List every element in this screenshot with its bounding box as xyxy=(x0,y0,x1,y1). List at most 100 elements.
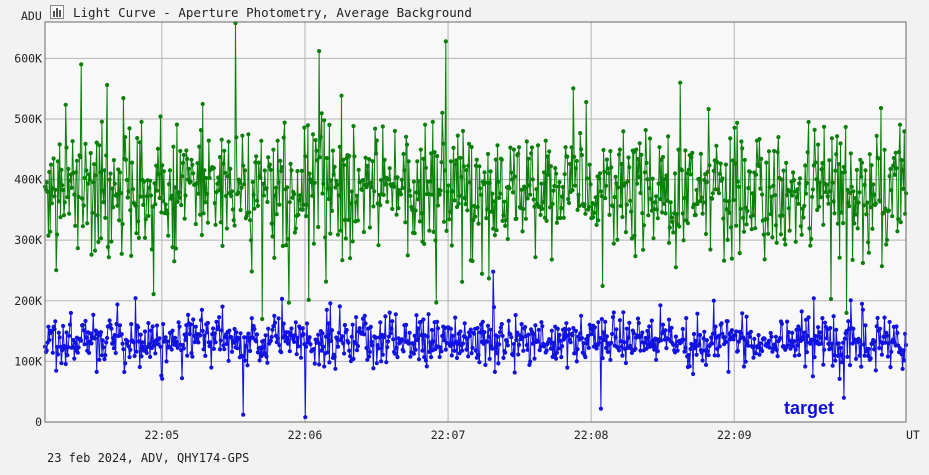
data-point xyxy=(767,185,772,190)
data-point xyxy=(611,241,616,246)
data-point xyxy=(878,326,883,331)
data-point xyxy=(497,195,502,200)
data-point xyxy=(65,195,70,200)
data-point xyxy=(443,39,448,44)
data-point xyxy=(87,177,92,182)
data-point xyxy=(232,326,237,332)
data-point xyxy=(767,345,772,350)
data-point xyxy=(541,170,547,175)
data-point xyxy=(757,352,762,357)
data-point xyxy=(794,195,799,200)
data-point xyxy=(303,415,308,420)
data-point xyxy=(698,151,704,156)
data-point xyxy=(59,167,64,172)
data-point xyxy=(148,193,154,198)
data-point xyxy=(258,345,263,350)
data-point xyxy=(289,326,294,331)
data-point xyxy=(708,247,713,252)
data-point xyxy=(524,139,529,144)
data-point xyxy=(254,339,259,344)
data-point xyxy=(647,136,653,141)
data-point xyxy=(138,332,143,337)
data-point xyxy=(175,345,180,350)
data-point xyxy=(404,322,409,327)
data-point xyxy=(110,341,115,346)
data-point xyxy=(891,337,896,342)
data-point xyxy=(369,339,374,344)
data-point xyxy=(319,348,324,353)
data-point xyxy=(608,149,613,154)
data-point xyxy=(243,344,248,349)
data-point xyxy=(418,319,423,325)
data-point xyxy=(70,139,75,144)
data-point xyxy=(662,177,667,182)
data-point xyxy=(342,163,347,168)
data-point xyxy=(211,346,216,351)
data-point xyxy=(412,333,417,338)
data-point xyxy=(245,363,250,368)
data-point xyxy=(383,314,388,319)
data-point xyxy=(497,342,502,347)
data-point xyxy=(47,337,52,343)
data-point xyxy=(590,328,595,333)
data-point xyxy=(119,332,124,337)
data-point xyxy=(726,199,731,204)
data-point xyxy=(614,181,619,186)
data-point xyxy=(441,141,446,146)
data-point xyxy=(261,193,266,198)
data-point xyxy=(314,148,319,153)
data-point xyxy=(155,342,160,347)
data-point xyxy=(574,359,579,364)
data-point xyxy=(435,203,441,208)
data-point xyxy=(142,329,148,334)
data-point xyxy=(514,337,519,343)
data-point xyxy=(315,158,320,163)
data-point xyxy=(230,207,235,212)
x-tick-label: 22:09 xyxy=(717,428,752,442)
data-point xyxy=(535,143,541,148)
data-point xyxy=(667,225,672,230)
data-point xyxy=(273,193,278,198)
data-point xyxy=(214,319,219,324)
data-point xyxy=(806,119,811,125)
data-point xyxy=(527,183,532,188)
data-point xyxy=(338,228,343,233)
data-point xyxy=(86,350,92,355)
data-point xyxy=(850,257,855,262)
data-point xyxy=(385,339,391,344)
data-point xyxy=(423,165,428,170)
data-point xyxy=(460,128,466,134)
data-point xyxy=(685,221,691,226)
data-point xyxy=(295,169,300,174)
data-point xyxy=(424,364,429,369)
data-point xyxy=(745,340,750,345)
data-point xyxy=(841,164,847,170)
data-point xyxy=(687,364,692,369)
light-curve-icon[interactable] xyxy=(50,5,64,19)
data-point xyxy=(828,296,834,302)
data-point xyxy=(675,348,680,353)
data-point xyxy=(326,196,331,202)
data-point xyxy=(468,327,473,332)
data-point xyxy=(99,353,104,358)
data-point xyxy=(530,177,535,182)
data-point xyxy=(597,340,602,345)
data-point xyxy=(897,122,903,127)
data-point xyxy=(177,324,182,329)
data-point xyxy=(441,219,447,224)
data-point xyxy=(554,356,559,361)
data-point xyxy=(729,328,735,333)
data-point xyxy=(276,316,281,321)
data-point xyxy=(479,192,484,197)
data-point xyxy=(284,243,289,248)
data-point xyxy=(571,86,576,91)
data-point xyxy=(773,223,779,228)
data-point xyxy=(722,198,728,203)
data-point xyxy=(814,177,819,182)
data-point xyxy=(857,190,862,195)
data-point xyxy=(570,333,575,338)
data-point xyxy=(64,330,69,335)
data-point xyxy=(866,240,871,245)
data-point xyxy=(640,330,645,335)
